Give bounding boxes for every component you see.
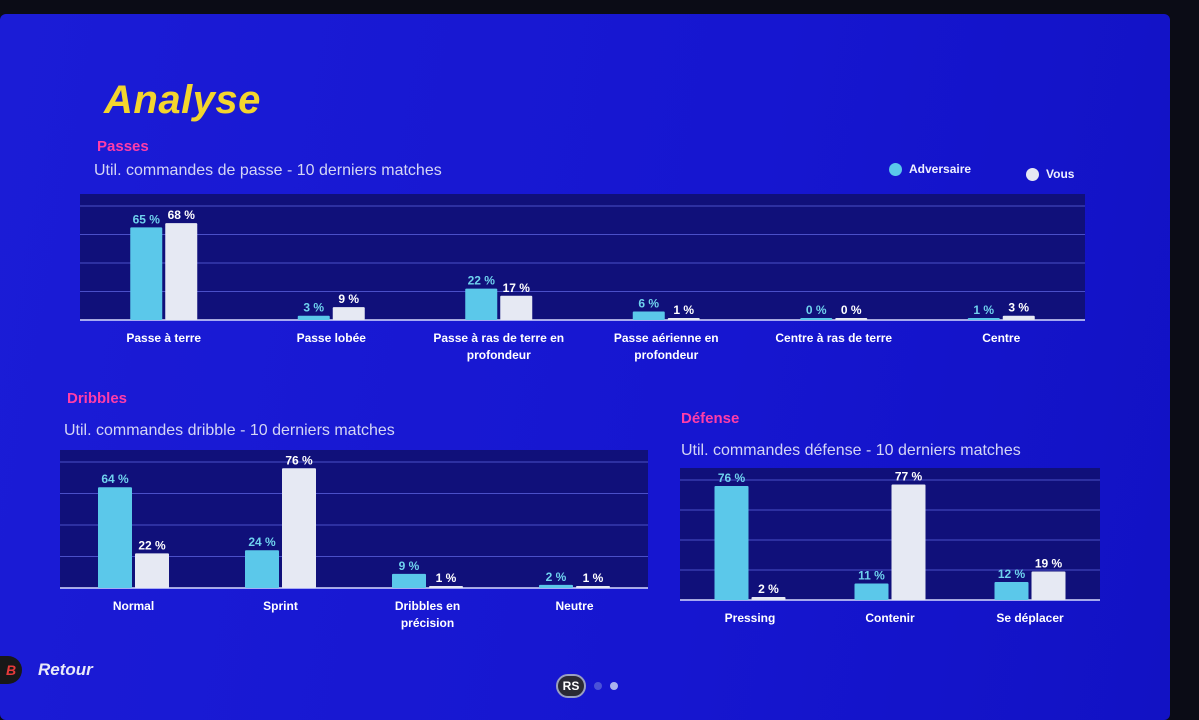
screen: Analyse Adversaire Vous Passes Util. com… [0, 14, 1170, 720]
passes-value-label: 9 % [338, 292, 359, 306]
legend-vous-label: Vous [1046, 167, 1075, 181]
passes-category-label: Passe lobée [297, 331, 367, 345]
defense-chart: 76 % 2 % Pressing 11 % 77 % Contenir 12 % 19 % S… [680, 468, 1100, 650]
passes-value-label: 1 % [673, 303, 694, 317]
passes-value-label: 6 % [638, 296, 659, 310]
rs-button-icon[interactable]: RS [556, 674, 586, 698]
dribbles-value-label: 1 % [436, 571, 457, 585]
passes-bar-vous [1002, 315, 1035, 320]
defense-bar-adversaire [714, 486, 749, 600]
passes-title: Passes [97, 138, 149, 155]
legend-vous: Vous [1026, 167, 1074, 181]
dribbles-bar-vous [429, 586, 463, 588]
defense-category-label: Se déplacer [996, 611, 1064, 625]
dribbles-value-label: 64 % [101, 472, 129, 486]
defense-bar-vous [751, 597, 786, 600]
dribbles-bar-adversaire [392, 573, 426, 588]
passes-bar-vous [835, 318, 868, 320]
passes-bar-vous [667, 318, 700, 320]
legend-adversaire-swatch [889, 162, 902, 176]
defense-value-label: 19 % [1035, 557, 1063, 571]
defense-plot-area [680, 468, 1100, 600]
passes-bar-adversaire [465, 288, 498, 320]
dribbles-category-label: Neutre [555, 599, 593, 613]
dribbles-category-label: précision [401, 616, 454, 630]
defense-subtitle: Util. commandes défense - 10 derniers ma… [681, 442, 1021, 459]
passes-value-label: 17 % [503, 281, 531, 295]
pager: RS [556, 674, 618, 698]
passes-bar-adversaire [800, 318, 833, 320]
dribbles-value-label: 76 % [285, 453, 313, 467]
dribbles-category-label: Dribbles en [395, 599, 460, 613]
passes-value-label: 0 % [841, 303, 862, 317]
passes-value-label: 1 % [973, 303, 994, 317]
dribbles-bar-vous [576, 586, 610, 588]
passes-value-label: 0 % [806, 303, 827, 317]
dribbles-value-label: 24 % [248, 535, 276, 549]
defense-category-label: Contenir [865, 611, 915, 625]
defense-value-label: 11 % [858, 569, 885, 583]
dribbles-value-label: 22 % [138, 538, 166, 552]
defense-category-label: Pressing [725, 611, 776, 625]
passes-bar-vous [332, 307, 365, 320]
passes-category-label: profondeur [634, 348, 698, 362]
defense-bar-vous [1031, 571, 1066, 600]
dribbles-bar-adversaire [98, 487, 132, 588]
passes-value-label: 22 % [468, 274, 496, 288]
legend-adversaire: Adversaire [889, 162, 971, 176]
dribbles-category-label: Normal [113, 599, 154, 613]
dribbles-chart: 64 % 22 % Normal 24 % 76 % Sprint 9 % 1 % Dribbl… [60, 450, 648, 648]
defense-value-label: 12 % [998, 567, 1026, 581]
passes-value-label: 65 % [133, 212, 161, 226]
back-label[interactable]: Retour [38, 660, 93, 679]
defense-chart-svg: 76 % 2 % Pressing 11 % 77 % Contenir 12 % 19 % S… [680, 468, 1100, 625]
passes-category-label: Centre à ras de terre [775, 331, 892, 345]
passes-bar-adversaire [297, 315, 330, 320]
dribbles-bar-adversaire [539, 584, 573, 588]
passes-category-label: profondeur [467, 348, 531, 362]
dribbles-value-label: 2 % [546, 570, 567, 584]
dribbles-title: Dribbles [67, 390, 128, 407]
dribbles-chart-svg: 64 % 22 % Normal 24 % 76 % Sprint 9 % 1 % Dribbl… [60, 450, 648, 630]
dribbles-value-label: 9 % [399, 559, 420, 573]
passes-bar-vous [165, 223, 198, 320]
dribbles-subtitle: Util. commandes dribble - 10 derniers ma… [64, 422, 395, 439]
page-title: Analyse [104, 78, 261, 122]
passes-subtitle: Util. commandes de passe - 10 derniers m… [94, 162, 442, 179]
defense-title: Défense [681, 410, 740, 427]
passes-bar-adversaire [967, 318, 1000, 320]
legend-adversaire-label: Adversaire [909, 162, 972, 176]
dribbles-bar-adversaire [245, 550, 279, 588]
passes-chart-svg: 65 % 68 % Passe à terre 3 % 9 % Passe lobée 22… [80, 194, 1085, 362]
dribbles-bar-vous [282, 468, 316, 588]
defense-bar-adversaire [854, 583, 889, 600]
passes-value-label: 3 % [303, 301, 324, 315]
dribbles-bar-vous [135, 553, 169, 588]
defense-bar-vous [891, 484, 926, 600]
passes-bar-adversaire [130, 227, 163, 320]
defense-bar-adversaire [994, 582, 1029, 600]
dribbles-category-label: Sprint [263, 599, 298, 613]
passes-chart: 65 % 68 % Passe à terre 3 % 9 % Passe lobée 22… [80, 194, 1085, 380]
passes-bar-vous [500, 295, 533, 320]
passes-category-label: Passe aérienne en [614, 331, 719, 345]
dribbles-value-label: 1 % [583, 571, 604, 585]
legend-vous-swatch [1026, 167, 1039, 181]
passes-value-label: 3 % [1008, 301, 1029, 315]
passes-bar-adversaire [632, 311, 665, 320]
b-button-icon[interactable]: B [0, 656, 22, 684]
page-dot-1[interactable] [594, 682, 602, 690]
page-dot-2[interactable] [610, 682, 618, 690]
passes-category-label: Passe à ras de terre en [433, 331, 564, 345]
defense-value-label: 2 % [758, 582, 779, 596]
defense-value-label: 77 % [895, 470, 923, 484]
passes-value-label: 68 % [168, 208, 196, 222]
passes-category-label: Centre [982, 331, 1020, 345]
passes-plot-area [80, 194, 1085, 320]
defense-value-label: 76 % [718, 471, 746, 485]
passes-category-label: Passe à terre [126, 331, 201, 345]
